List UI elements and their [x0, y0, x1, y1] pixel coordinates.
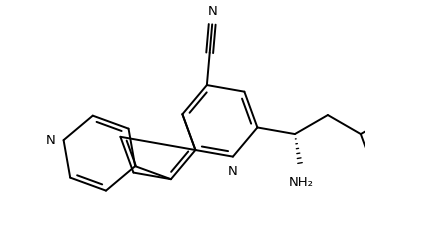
Text: N: N: [46, 134, 55, 147]
Text: NH₂: NH₂: [288, 176, 314, 189]
Text: N: N: [228, 165, 238, 178]
Text: N: N: [207, 5, 217, 17]
